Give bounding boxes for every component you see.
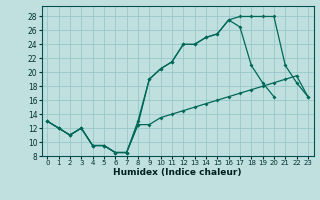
X-axis label: Humidex (Indice chaleur): Humidex (Indice chaleur) (113, 168, 242, 177)
